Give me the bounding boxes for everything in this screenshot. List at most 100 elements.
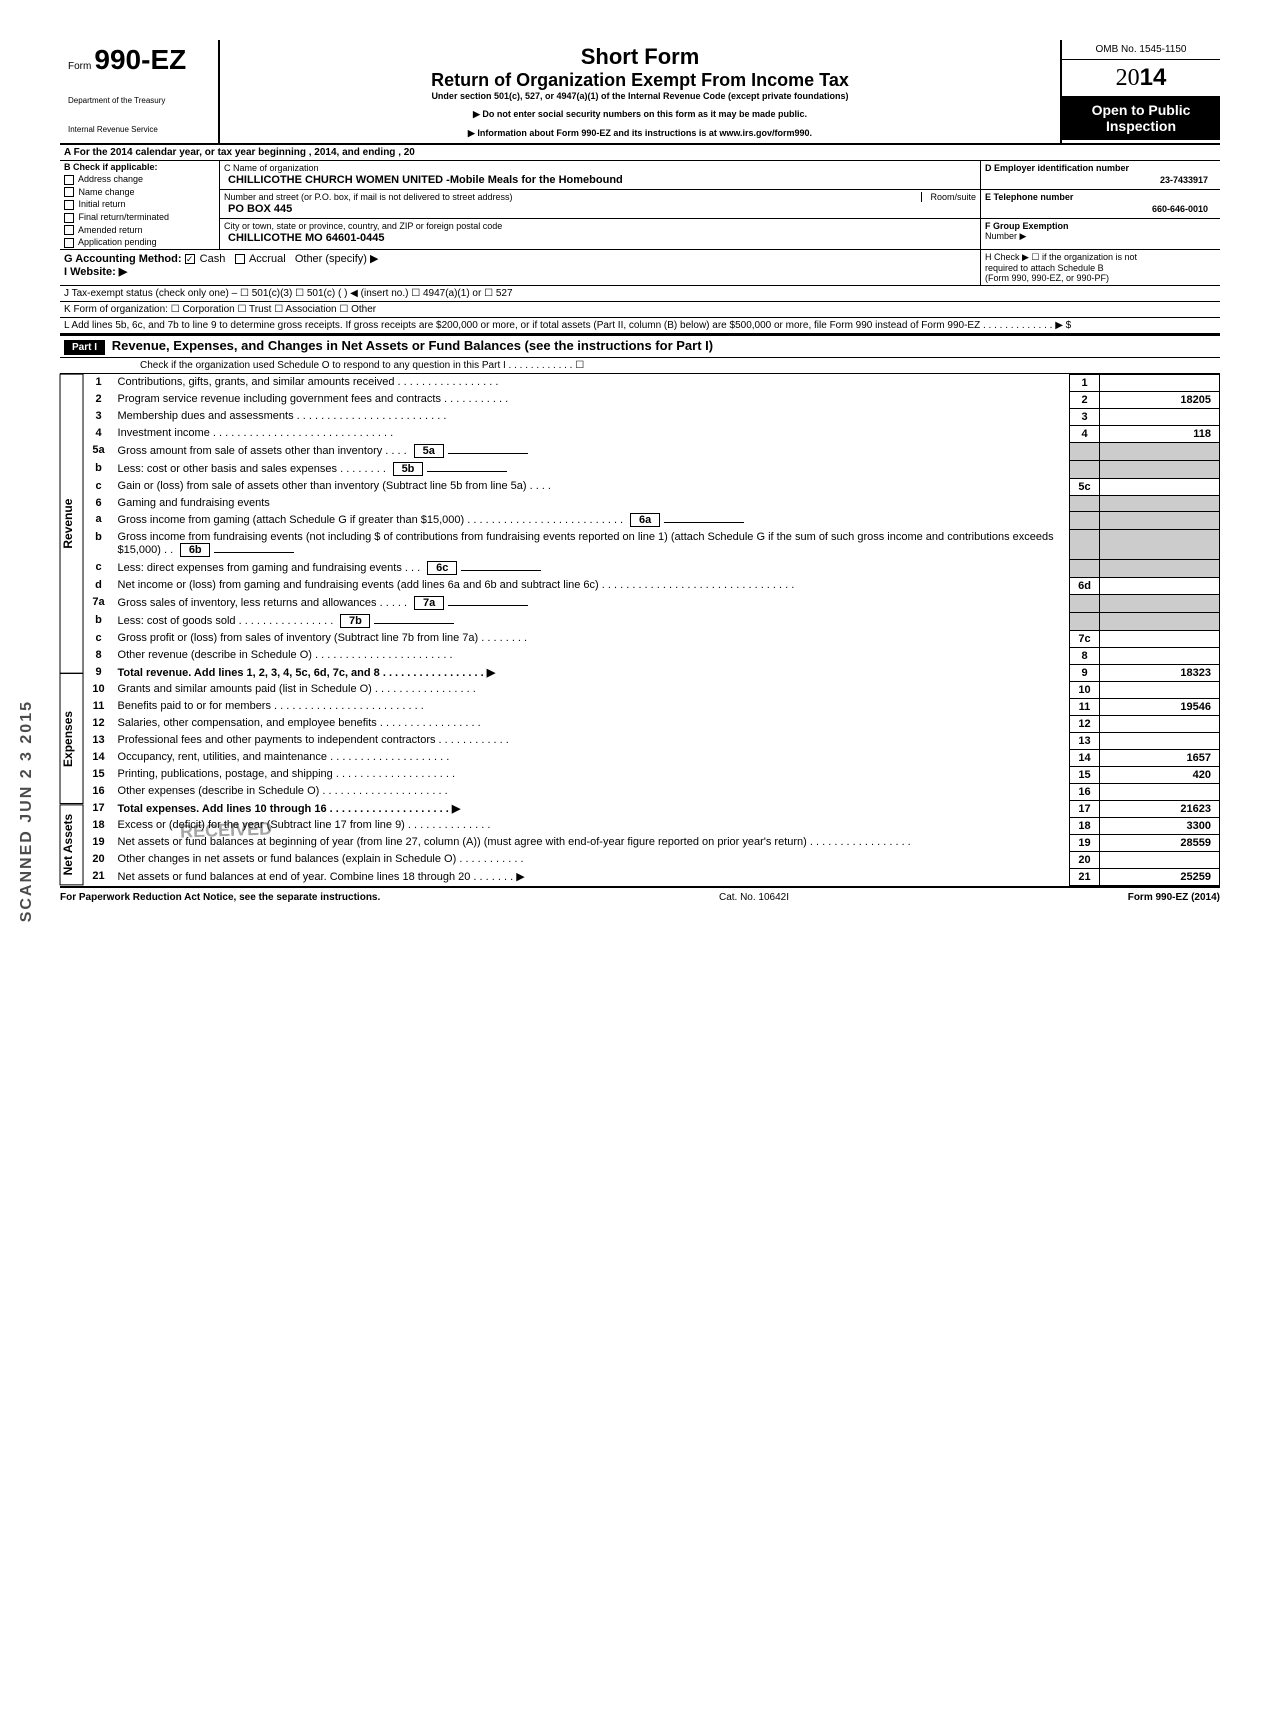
line-d: dNet income or (loss) from gaming and fu… bbox=[84, 577, 1220, 594]
checkbox-final[interactable] bbox=[64, 213, 74, 223]
k-line: K Form of organization: ☐ Corporation ☐ … bbox=[60, 302, 1220, 318]
label-group-exemption: F Group ExemptionNumber ▶ bbox=[981, 219, 1220, 244]
dept-irs: Internal Revenue Service bbox=[68, 125, 210, 134]
h-line1: H Check ▶ ☐ if the organization is not bbox=[985, 252, 1216, 263]
label-ein: D Employer identification number23-74339… bbox=[981, 161, 1220, 190]
line-16: 16Other expenses (describe in Schedule O… bbox=[84, 783, 1220, 800]
side-netassets: Net Assets bbox=[60, 804, 84, 885]
line-11: 11Benefits paid to or for members . . . … bbox=[84, 698, 1220, 715]
title-block: Short Form Return of Organization Exempt… bbox=[220, 40, 1060, 143]
line-14: 14Occupancy, rent, utilities, and mainte… bbox=[84, 749, 1220, 766]
checkbox-cash[interactable]: ✓ bbox=[185, 254, 195, 264]
form-label: Form bbox=[68, 61, 91, 72]
side-revenue: Revenue bbox=[60, 374, 84, 674]
side-expenses: Expenses bbox=[60, 673, 84, 804]
org-mid-block: C Name of organizationCHILLICOTHE CHURCH… bbox=[220, 161, 980, 249]
title-main: Return of Organization Exempt From Incom… bbox=[232, 70, 1048, 91]
l-line: L Add lines 5b, 6c, and 7b to line 9 to … bbox=[60, 318, 1220, 334]
g-label: G Accounting Method: bbox=[64, 253, 182, 265]
omb-number: OMB No. 1545-1150 bbox=[1062, 40, 1220, 60]
line-5a: 5aGross amount from sale of assets other… bbox=[84, 442, 1220, 460]
line-2: 2Program service revenue including gover… bbox=[84, 391, 1220, 408]
g-cash: Cash bbox=[200, 253, 226, 265]
checkbox-pending[interactable] bbox=[64, 238, 74, 248]
ein: 23-7433917 bbox=[985, 173, 1216, 187]
scanned-stamp: SCANNED JUN 2 3 2015 bbox=[18, 700, 36, 922]
check-address: Address change bbox=[78, 174, 143, 184]
part1-label: Part I bbox=[64, 340, 105, 355]
org-name: CHILLICOTHE CHURCH WOMEN UNITED -Mobile … bbox=[224, 173, 976, 187]
label-room: Room/suite bbox=[921, 192, 976, 202]
form-id-block: Form 990-EZ Department of the Treasury I… bbox=[60, 40, 220, 143]
checkbox-initial[interactable] bbox=[64, 200, 74, 210]
i-website: I Website: ▶ bbox=[64, 266, 127, 278]
g-other: Other (specify) ▶ bbox=[295, 253, 379, 265]
check-name: Name change bbox=[79, 187, 135, 197]
line-1: 1Contributions, gifts, grants, and simil… bbox=[84, 374, 1220, 391]
org-info-row: B Check if applicable: Address change Na… bbox=[60, 161, 1220, 250]
section-a: A For the 2014 calendar year, or tax yea… bbox=[60, 145, 1220, 161]
lines-table: 1Contributions, gifts, grants, and simil… bbox=[84, 374, 1220, 886]
line-b: bGross income from fundraising events (n… bbox=[84, 529, 1220, 559]
line-b: bLess: cost of goods sold . . . . . . . … bbox=[84, 612, 1220, 630]
check-final: Final return/terminated bbox=[79, 212, 170, 222]
received-stamp: RECEIVED bbox=[180, 818, 273, 842]
line-c: cGain or (loss) from sale of assets othe… bbox=[84, 478, 1220, 495]
check-pending: Application pending bbox=[78, 237, 157, 247]
line-20: 20Other changes in net assets or fund ba… bbox=[84, 851, 1220, 868]
checkbox-accrual[interactable] bbox=[235, 254, 245, 264]
h-line3: (Form 990, 990-EZ, or 990-PF) bbox=[985, 273, 1216, 283]
org-right-block: D Employer identification number23-74339… bbox=[980, 161, 1220, 249]
checkbox-amended[interactable] bbox=[64, 225, 74, 235]
line-10: 10Grants and similar amounts paid (list … bbox=[84, 681, 1220, 698]
checkbox-name[interactable] bbox=[64, 187, 74, 197]
label-city: City or town, state or province, country… bbox=[220, 219, 980, 247]
line-c: cGross profit or (loss) from sales of in… bbox=[84, 630, 1220, 647]
line-7a: 7aGross sales of inventory, less returns… bbox=[84, 594, 1220, 612]
footer-left: For Paperwork Reduction Act Notice, see … bbox=[60, 892, 380, 903]
line-3: 3Membership dues and assessments . . . .… bbox=[84, 408, 1220, 425]
label-phone: E Telephone number660-646-0010 bbox=[981, 190, 1220, 219]
line-8: 8Other revenue (describe in Schedule O) … bbox=[84, 647, 1220, 664]
line-12: 12Salaries, other compensation, and empl… bbox=[84, 715, 1220, 732]
line-9: 9Total revenue. Add lines 1, 2, 3, 4, 5c… bbox=[84, 664, 1220, 681]
part1-title: Revenue, Expenses, and Changes in Net As… bbox=[108, 336, 717, 355]
line-15: 15Printing, publications, postage, and s… bbox=[84, 766, 1220, 783]
year-block: OMB No. 1545-1150 2014 Open to Public In… bbox=[1060, 40, 1220, 143]
check-b-label: B Check if applicable: bbox=[60, 161, 219, 173]
line-b: bLess: cost or other basis and sales exp… bbox=[84, 460, 1220, 478]
row-g-h: G Accounting Method: ✓ Cash Accrual Othe… bbox=[60, 250, 1220, 286]
org-street: PO BOX 445 bbox=[224, 202, 976, 216]
org-city: CHILLICOTHE MO 64601-0445 bbox=[224, 231, 976, 245]
line-c: cLess: direct expenses from gaming and f… bbox=[84, 559, 1220, 577]
line-13: 13Professional fees and other payments t… bbox=[84, 732, 1220, 749]
j-line: J Tax-exempt status (check only one) – ☐… bbox=[60, 286, 1220, 302]
note-ssn: ▶ Do not enter social security numbers o… bbox=[232, 109, 1048, 120]
open-to-public: Open to Public Inspection bbox=[1062, 96, 1220, 140]
line-17: 17Total expenses. Add lines 10 through 1… bbox=[84, 800, 1220, 817]
note-info: ▶ Information about Form 990-EZ and its … bbox=[232, 128, 1048, 139]
checkbox-address[interactable] bbox=[64, 175, 74, 185]
year-suffix: 14 bbox=[1140, 64, 1167, 91]
h-block: H Check ▶ ☐ if the organization is not r… bbox=[980, 250, 1220, 285]
check-column: B Check if applicable: Address change Na… bbox=[60, 161, 220, 249]
g-accrual: Accrual bbox=[249, 253, 286, 265]
year-prefix: 20 bbox=[1116, 65, 1140, 91]
main-table: Revenue Expenses Net Assets 1Contributio… bbox=[60, 374, 1220, 886]
footer-mid: Cat. No. 10642I bbox=[719, 892, 789, 903]
label-org-name: C Name of organizationCHILLICOTHE CHURCH… bbox=[220, 161, 980, 190]
form-number: 990-EZ bbox=[94, 44, 186, 75]
line-4: 4Investment income . . . . . . . . . . .… bbox=[84, 425, 1220, 442]
line-21: 21Net assets or fund balances at end of … bbox=[84, 868, 1220, 885]
footer: For Paperwork Reduction Act Notice, see … bbox=[60, 886, 1220, 907]
title-short: Short Form bbox=[232, 44, 1048, 70]
check-amended: Amended return bbox=[78, 225, 143, 235]
check-initial: Initial return bbox=[79, 199, 126, 209]
part1-header: Part I Revenue, Expenses, and Changes in… bbox=[60, 334, 1220, 358]
phone: 660-646-0010 bbox=[985, 202, 1216, 216]
form-header: Form 990-EZ Department of the Treasury I… bbox=[60, 40, 1220, 145]
line-6: 6Gaming and fundraising events bbox=[84, 495, 1220, 511]
dept-treasury: Department of the Treasury bbox=[68, 96, 210, 105]
title-sub: Under section 501(c), 527, or 4947(a)(1)… bbox=[232, 91, 1048, 101]
footer-right: Form 990-EZ (2014) bbox=[1128, 892, 1220, 903]
